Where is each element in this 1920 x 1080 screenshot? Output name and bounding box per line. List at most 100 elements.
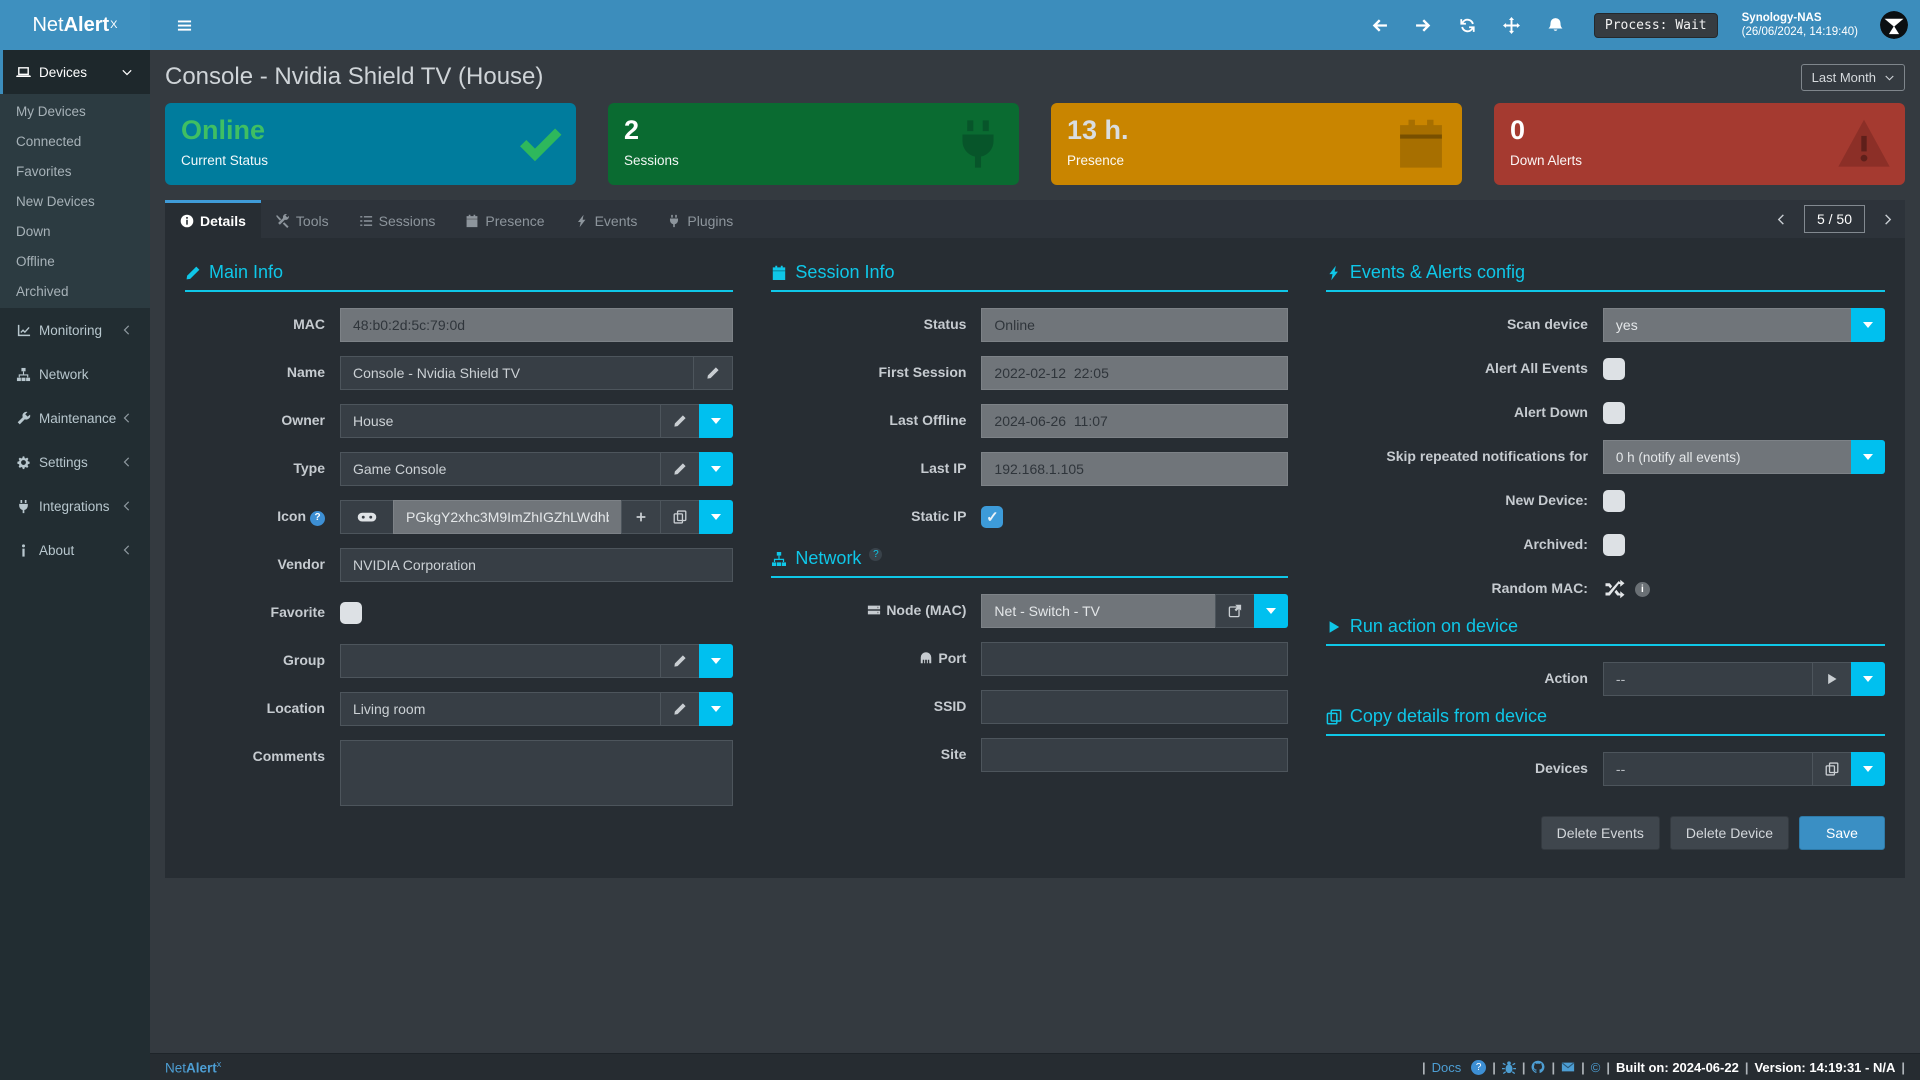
warning-triangle-icon [1837, 117, 1891, 171]
add-icon-button[interactable] [621, 500, 662, 534]
footer-brand[interactable]: NetAlertx [165, 1058, 222, 1076]
page-title: Console - Nvidia Shield TV (House) [165, 63, 544, 90]
copy-icon [673, 510, 687, 524]
type-dropdown-button[interactable] [699, 452, 734, 486]
nav-back-button[interactable] [1371, 17, 1388, 34]
notifications-bell-button[interactable] [1547, 17, 1564, 34]
status-field[interactable] [981, 308, 1288, 342]
scan-device-dropdown-button[interactable] [1851, 308, 1885, 342]
sidebar-item-integrations[interactable]: Integrations [0, 484, 150, 528]
tab-events[interactable]: Events [560, 200, 653, 238]
icon-base64-field[interactable] [393, 500, 623, 534]
sidebar-item-about[interactable]: About [0, 528, 150, 572]
delete-device-button[interactable]: Delete Device [1669, 816, 1789, 850]
tab-presence[interactable]: Presence [450, 200, 559, 238]
mac-field[interactable] [340, 308, 734, 342]
skip-notifications-dropdown-button[interactable] [1851, 440, 1885, 474]
location-dropdown-button[interactable] [699, 692, 734, 726]
email-icon[interactable] [1561, 1060, 1575, 1074]
edit-group-button[interactable] [660, 644, 701, 678]
delete-events-button[interactable]: Delete Events [1540, 816, 1660, 850]
skip-notifications-select[interactable]: 0 h (notify all events) [1602, 440, 1852, 474]
name-field[interactable] [340, 356, 695, 390]
edit-owner-button[interactable] [660, 404, 701, 438]
run-action-button[interactable] [1812, 662, 1852, 696]
sidebar-item-monitoring[interactable]: Monitoring [0, 308, 150, 352]
info-icon[interactable] [1634, 581, 1650, 597]
last-offline-field[interactable] [981, 404, 1288, 438]
edit-location-button[interactable] [660, 692, 701, 726]
nav-forward-button[interactable] [1415, 17, 1432, 34]
github-icon[interactable] [1531, 1060, 1545, 1074]
move-arrows-button[interactable] [1502, 16, 1520, 34]
port-field[interactable] [981, 642, 1288, 676]
sidebar-item-settings[interactable]: Settings [0, 440, 150, 484]
type-field[interactable] [340, 452, 662, 486]
save-button[interactable]: Save [1799, 816, 1885, 850]
alert-down-checkbox[interactable] [1602, 402, 1625, 424]
comments-textarea[interactable] [340, 740, 734, 806]
owner-field[interactable] [340, 404, 662, 438]
first-session-field[interactable] [981, 356, 1288, 390]
last-ip-field[interactable] [981, 452, 1288, 486]
location-label: Location [266, 700, 325, 717]
static-ip-checkbox[interactable] [981, 506, 1004, 528]
period-selector[interactable]: Last Month [1800, 63, 1905, 91]
app-logo[interactable]: Net Alert X [0, 0, 150, 50]
node-dropdown-button[interactable] [1253, 594, 1288, 628]
archived-checkbox[interactable] [1602, 534, 1625, 556]
open-node-button[interactable] [1214, 594, 1255, 628]
sidebar-item-devices[interactable]: Devices [0, 50, 150, 94]
sidebar-item-my-devices[interactable]: My Devices [16, 103, 86, 119]
play-icon [1825, 672, 1839, 686]
chevron-left-icon [122, 413, 132, 423]
license-link[interactable]: © [1590, 1059, 1601, 1075]
copy-devices-select[interactable]: -- [1602, 752, 1813, 786]
favorite-checkbox[interactable] [340, 602, 362, 624]
bug-report-icon[interactable] [1501, 1060, 1516, 1074]
icon-dropdown-button[interactable] [699, 500, 734, 534]
group-dropdown-button[interactable] [699, 644, 734, 678]
tab-tools[interactable]: Tools [261, 200, 344, 238]
chevron-right-icon [1882, 213, 1893, 225]
group-field[interactable] [340, 644, 662, 678]
ssid-field[interactable] [981, 690, 1288, 724]
action-select[interactable]: -- [1602, 662, 1813, 696]
tab-sessions[interactable]: Sessions [344, 200, 451, 238]
alert-all-events-checkbox[interactable] [1602, 358, 1625, 380]
prev-device-button[interactable] [1764, 200, 1799, 238]
tab-details[interactable]: Details [165, 200, 261, 238]
docs-help-icon[interactable] [1471, 1059, 1487, 1075]
sidebar-item-new-devices[interactable]: New Devices [16, 193, 95, 209]
owner-dropdown-button[interactable] [699, 404, 734, 438]
sidebar-item-favorites[interactable]: Favorites [16, 163, 72, 179]
sidebar-item-down[interactable]: Down [16, 223, 51, 239]
new-device-checkbox[interactable] [1602, 490, 1625, 512]
node-mac-select[interactable]: Net - Switch - TV [981, 594, 1216, 628]
edit-name-button[interactable] [693, 356, 734, 390]
sidebar-item-connected[interactable]: Connected [16, 133, 82, 149]
docs-link[interactable]: Docs [1431, 1059, 1462, 1075]
scan-device-select[interactable]: yes [1602, 308, 1852, 342]
tab-plugins[interactable]: Plugins [652, 200, 748, 238]
location-field[interactable] [340, 692, 662, 726]
copy-from-device-button[interactable] [1812, 752, 1852, 786]
sidebar-toggle-button[interactable] [165, 0, 203, 50]
next-device-button[interactable] [1870, 200, 1905, 238]
footer-links: | Docs | | | | © | Built on: 2024-06-22 … [1422, 1059, 1905, 1075]
refresh-button[interactable] [1459, 17, 1476, 34]
help-question-icon[interactable]: ? [869, 548, 883, 561]
copy-icon-button[interactable] [660, 500, 701, 534]
edit-type-button[interactable] [660, 452, 701, 486]
sidebar-item-maintenance[interactable]: Maintenance [0, 396, 150, 440]
sidebar-item-archived[interactable]: Archived [16, 283, 69, 299]
devices-dropdown-button[interactable] [1851, 752, 1885, 786]
help-question-icon[interactable] [310, 510, 325, 526]
vendor-field[interactable] [340, 548, 734, 582]
sidebar-item-offline[interactable]: Offline [16, 253, 55, 269]
sidebar-item-network[interactable]: Network [0, 352, 150, 396]
site-field[interactable] [981, 738, 1288, 772]
action-dropdown-button[interactable] [1851, 662, 1885, 696]
process-status-badge[interactable]: Process: Wait [1593, 12, 1718, 38]
user-avatar[interactable] [1880, 11, 1908, 39]
